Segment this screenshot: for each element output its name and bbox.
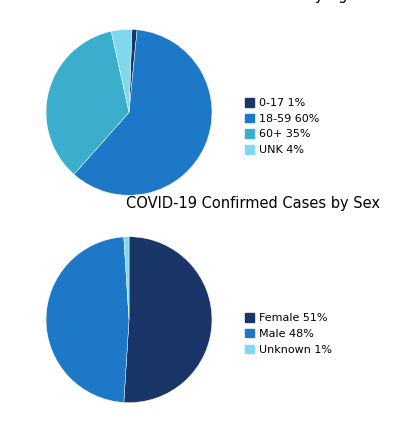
Title: COVID-19 Confirmed Cases by Sex: COVID-19 Confirmed Cases by Sex	[126, 196, 380, 211]
Wedge shape	[74, 30, 212, 195]
Legend: Female 51%, Male 48%, Unknown 1%: Female 51%, Male 48%, Unknown 1%	[244, 312, 333, 356]
Wedge shape	[111, 29, 132, 112]
Title: COVID-19 Confirmed Cases by Age Group: COVID-19 Confirmed Cases by Age Group	[101, 0, 397, 3]
Wedge shape	[46, 31, 129, 175]
Wedge shape	[129, 29, 137, 112]
Wedge shape	[124, 237, 212, 403]
Wedge shape	[46, 237, 129, 403]
Wedge shape	[124, 237, 129, 320]
Legend: 0-17 1%, 18-59 60%, 60+ 35%, UNK 4%: 0-17 1%, 18-59 60%, 60+ 35%, UNK 4%	[244, 97, 321, 156]
